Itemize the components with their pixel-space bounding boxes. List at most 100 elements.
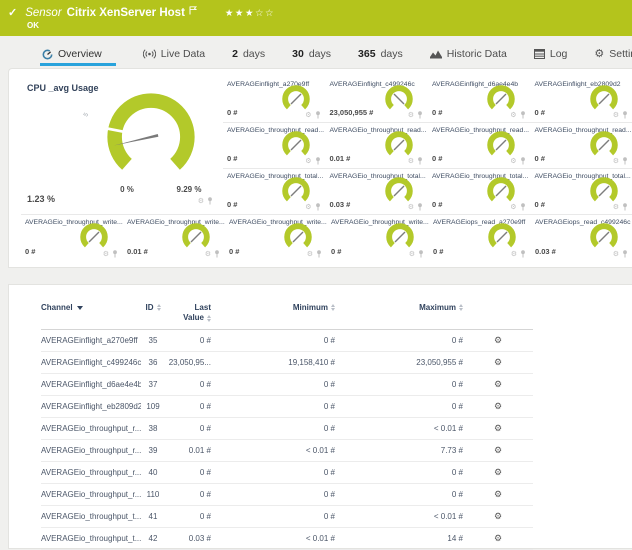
- main-gauge-tile[interactable]: CPU _avg Usage 5 0 % 9.29 % 1.23 % ⚙: [21, 77, 223, 215]
- sort-toggle-icon[interactable]: [207, 315, 211, 322]
- channel-link[interactable]: AVERAGEio_throughput_r...: [41, 490, 141, 499]
- gauge-settings-icon[interactable]: ⚙: [408, 158, 414, 165]
- gauge-settings-icon[interactable]: ⚙: [510, 112, 516, 119]
- gauge-tile[interactable]: AVERAGEio_throughput_read... 0.01 # ⚙: [326, 123, 429, 169]
- pin-icon[interactable]: [622, 203, 628, 211]
- channel-settings-icon[interactable]: ⚙: [463, 357, 533, 368]
- gauge-settings-icon[interactable]: ⚙: [305, 112, 311, 119]
- gauge-settings-icon[interactable]: ⚙: [511, 251, 517, 258]
- header-id[interactable]: ID: [141, 303, 165, 312]
- tab-overview[interactable]: Overview: [40, 48, 116, 66]
- tab-settings[interactable]: ⚙ Settings: [594, 48, 632, 66]
- minimum-value: 0 #: [211, 468, 335, 477]
- gauge-tile[interactable]: AVERAGEio_throughput_total... 0.03 # ⚙: [326, 169, 429, 215]
- channel-link[interactable]: AVERAGEio_throughput_r...: [41, 446, 141, 455]
- gauge-settings-icon[interactable]: ⚙: [510, 158, 516, 165]
- gauge-tile[interactable]: AVERAGEio_throughput_total... 0 # ⚙: [531, 169, 632, 215]
- header-minimum[interactable]: Minimum: [211, 303, 335, 312]
- pin-icon[interactable]: [622, 111, 628, 119]
- priority-flag-icon[interactable]: [189, 2, 197, 20]
- gauge-tile[interactable]: AVERAGEio_throughput_write... 0.01 # ⚙: [123, 215, 225, 261]
- pin-icon[interactable]: [520, 250, 526, 258]
- channel-settings-icon[interactable]: ⚙: [463, 335, 533, 346]
- gauge-tile[interactable]: AVERAGEio_throughput_write... 0 # ⚙: [21, 215, 123, 261]
- channel-settings-icon[interactable]: ⚙: [463, 423, 533, 434]
- maximum-value: 0 #: [335, 402, 463, 411]
- gauge-settings-icon[interactable]: ⚙: [408, 204, 414, 211]
- channel-link[interactable]: AVERAGEio_throughput_t...: [41, 534, 141, 543]
- channel-link[interactable]: AVERAGEinflight_a270e9ff: [41, 336, 141, 345]
- last-value: 23,050,95...: [165, 358, 211, 367]
- gauge-settings-icon[interactable]: ⚙: [408, 112, 414, 119]
- gauge-settings-icon[interactable]: ⚙: [305, 158, 311, 165]
- channel-settings-icon[interactable]: ⚙: [463, 401, 533, 412]
- gauge-settings-icon[interactable]: ⚙: [409, 251, 415, 258]
- channel-settings-icon[interactable]: ⚙: [463, 489, 533, 500]
- pin-icon[interactable]: [316, 250, 322, 258]
- channel-link[interactable]: AVERAGEinflight_d6ae4e4b: [41, 380, 141, 389]
- gauge-settings-icon[interactable]: ⚙: [198, 198, 204, 205]
- gauge-settings-icon[interactable]: ⚙: [205, 251, 211, 258]
- header-channel[interactable]: Channel: [41, 303, 141, 312]
- gauge-settings-icon[interactable]: ⚙: [613, 251, 619, 258]
- sort-toggle-icon[interactable]: [459, 304, 463, 311]
- channel-link[interactable]: AVERAGEinflight_eb2809d2: [41, 402, 141, 411]
- pin-icon[interactable]: [112, 250, 118, 258]
- gauge-tile[interactable]: AVERAGEio_throughput_write... 0 # ⚙: [225, 215, 327, 261]
- header-last-value[interactable]: Last Value: [165, 303, 211, 323]
- gauge-tile[interactable]: AVERAGEinflight_a270e9ff 0 # ⚙: [223, 77, 326, 123]
- channel-settings-icon[interactable]: ⚙: [463, 533, 533, 544]
- channel-link[interactable]: AVERAGEio_throughput_r...: [41, 424, 141, 433]
- gauge-tile[interactable]: AVERAGEiops_read_c499246c 0.03 # ⚙: [531, 215, 632, 261]
- pin-icon[interactable]: [315, 203, 321, 211]
- pin-icon[interactable]: [520, 203, 526, 211]
- pin-icon[interactable]: [207, 197, 213, 205]
- tab-2-days[interactable]: 2 days: [232, 48, 265, 66]
- channel-link[interactable]: AVERAGEio_throughput_t...: [41, 512, 141, 521]
- gauge-settings-icon[interactable]: ⚙: [613, 158, 619, 165]
- gauge-tile[interactable]: AVERAGEio_throughput_write... 0 # ⚙: [327, 215, 429, 261]
- tab-365-days[interactable]: 365 days: [358, 48, 403, 66]
- sort-toggle-icon[interactable]: [157, 304, 161, 311]
- gauge-settings-icon[interactable]: ⚙: [305, 204, 311, 211]
- pin-icon[interactable]: [417, 157, 423, 165]
- tab-historic-data[interactable]: Historic Data: [430, 48, 507, 66]
- channel-settings-icon[interactable]: ⚙: [463, 467, 533, 478]
- sensor-title[interactable]: Citrix XenServer Host: [67, 7, 185, 19]
- tab-30-days[interactable]: 30 days: [292, 48, 331, 66]
- gauge-tile[interactable]: AVERAGEinflight_eb2809d2 0 # ⚙: [531, 77, 632, 123]
- gauge-settings-icon[interactable]: ⚙: [510, 204, 516, 211]
- channel-settings-icon[interactable]: ⚙: [463, 511, 533, 522]
- tab-log[interactable]: Log: [534, 48, 568, 66]
- channel-link[interactable]: AVERAGEinflight_c499246c: [41, 358, 141, 367]
- pin-icon[interactable]: [622, 157, 628, 165]
- gauge-tile[interactable]: AVERAGEio_throughput_total... 0 # ⚙: [428, 169, 531, 215]
- pin-icon[interactable]: [520, 111, 526, 119]
- gauge-settings-icon[interactable]: ⚙: [103, 251, 109, 258]
- channel-settings-icon[interactable]: ⚙: [463, 445, 533, 456]
- gauge-settings-icon[interactable]: ⚙: [307, 251, 313, 258]
- pin-icon[interactable]: [315, 157, 321, 165]
- pin-icon[interactable]: [417, 203, 423, 211]
- pin-icon[interactable]: [214, 250, 220, 258]
- gauge-tile[interactable]: AVERAGEinflight_d6ae4e4b 0 # ⚙: [428, 77, 531, 123]
- channel-link[interactable]: AVERAGEio_throughput_r...: [41, 468, 141, 477]
- pin-icon[interactable]: [418, 250, 424, 258]
- channel-settings-icon[interactable]: ⚙: [463, 379, 533, 390]
- priority-stars[interactable]: ★★★☆☆: [225, 8, 275, 19]
- tab-live-data[interactable]: Live Data: [143, 48, 205, 66]
- gauge-tile[interactable]: AVERAGEio_throughput_read... 0 # ⚙: [428, 123, 531, 169]
- gauge-settings-icon[interactable]: ⚙: [613, 112, 619, 119]
- pin-icon[interactable]: [520, 157, 526, 165]
- pin-icon[interactable]: [417, 111, 423, 119]
- gauge-tile[interactable]: AVERAGEiops_read_a270e9ff 0 # ⚙: [429, 215, 531, 261]
- gauge-tile[interactable]: AVERAGEio_throughput_read... 0 # ⚙: [223, 123, 326, 169]
- gauge-tile[interactable]: AVERAGEio_throughput_total... 0 # ⚙: [223, 169, 326, 215]
- gauge-tile[interactable]: AVERAGEinflight_c499246c 23,050,955 # ⚙: [326, 77, 429, 123]
- gauge-settings-icon[interactable]: ⚙: [613, 204, 619, 211]
- pin-icon[interactable]: [315, 111, 321, 119]
- pin-icon[interactable]: [622, 250, 628, 258]
- channel-id: 42: [141, 534, 165, 543]
- gauge-tile[interactable]: AVERAGEio_throughput_read... 0 # ⚙: [531, 123, 632, 169]
- header-maximum[interactable]: Maximum: [335, 303, 463, 312]
